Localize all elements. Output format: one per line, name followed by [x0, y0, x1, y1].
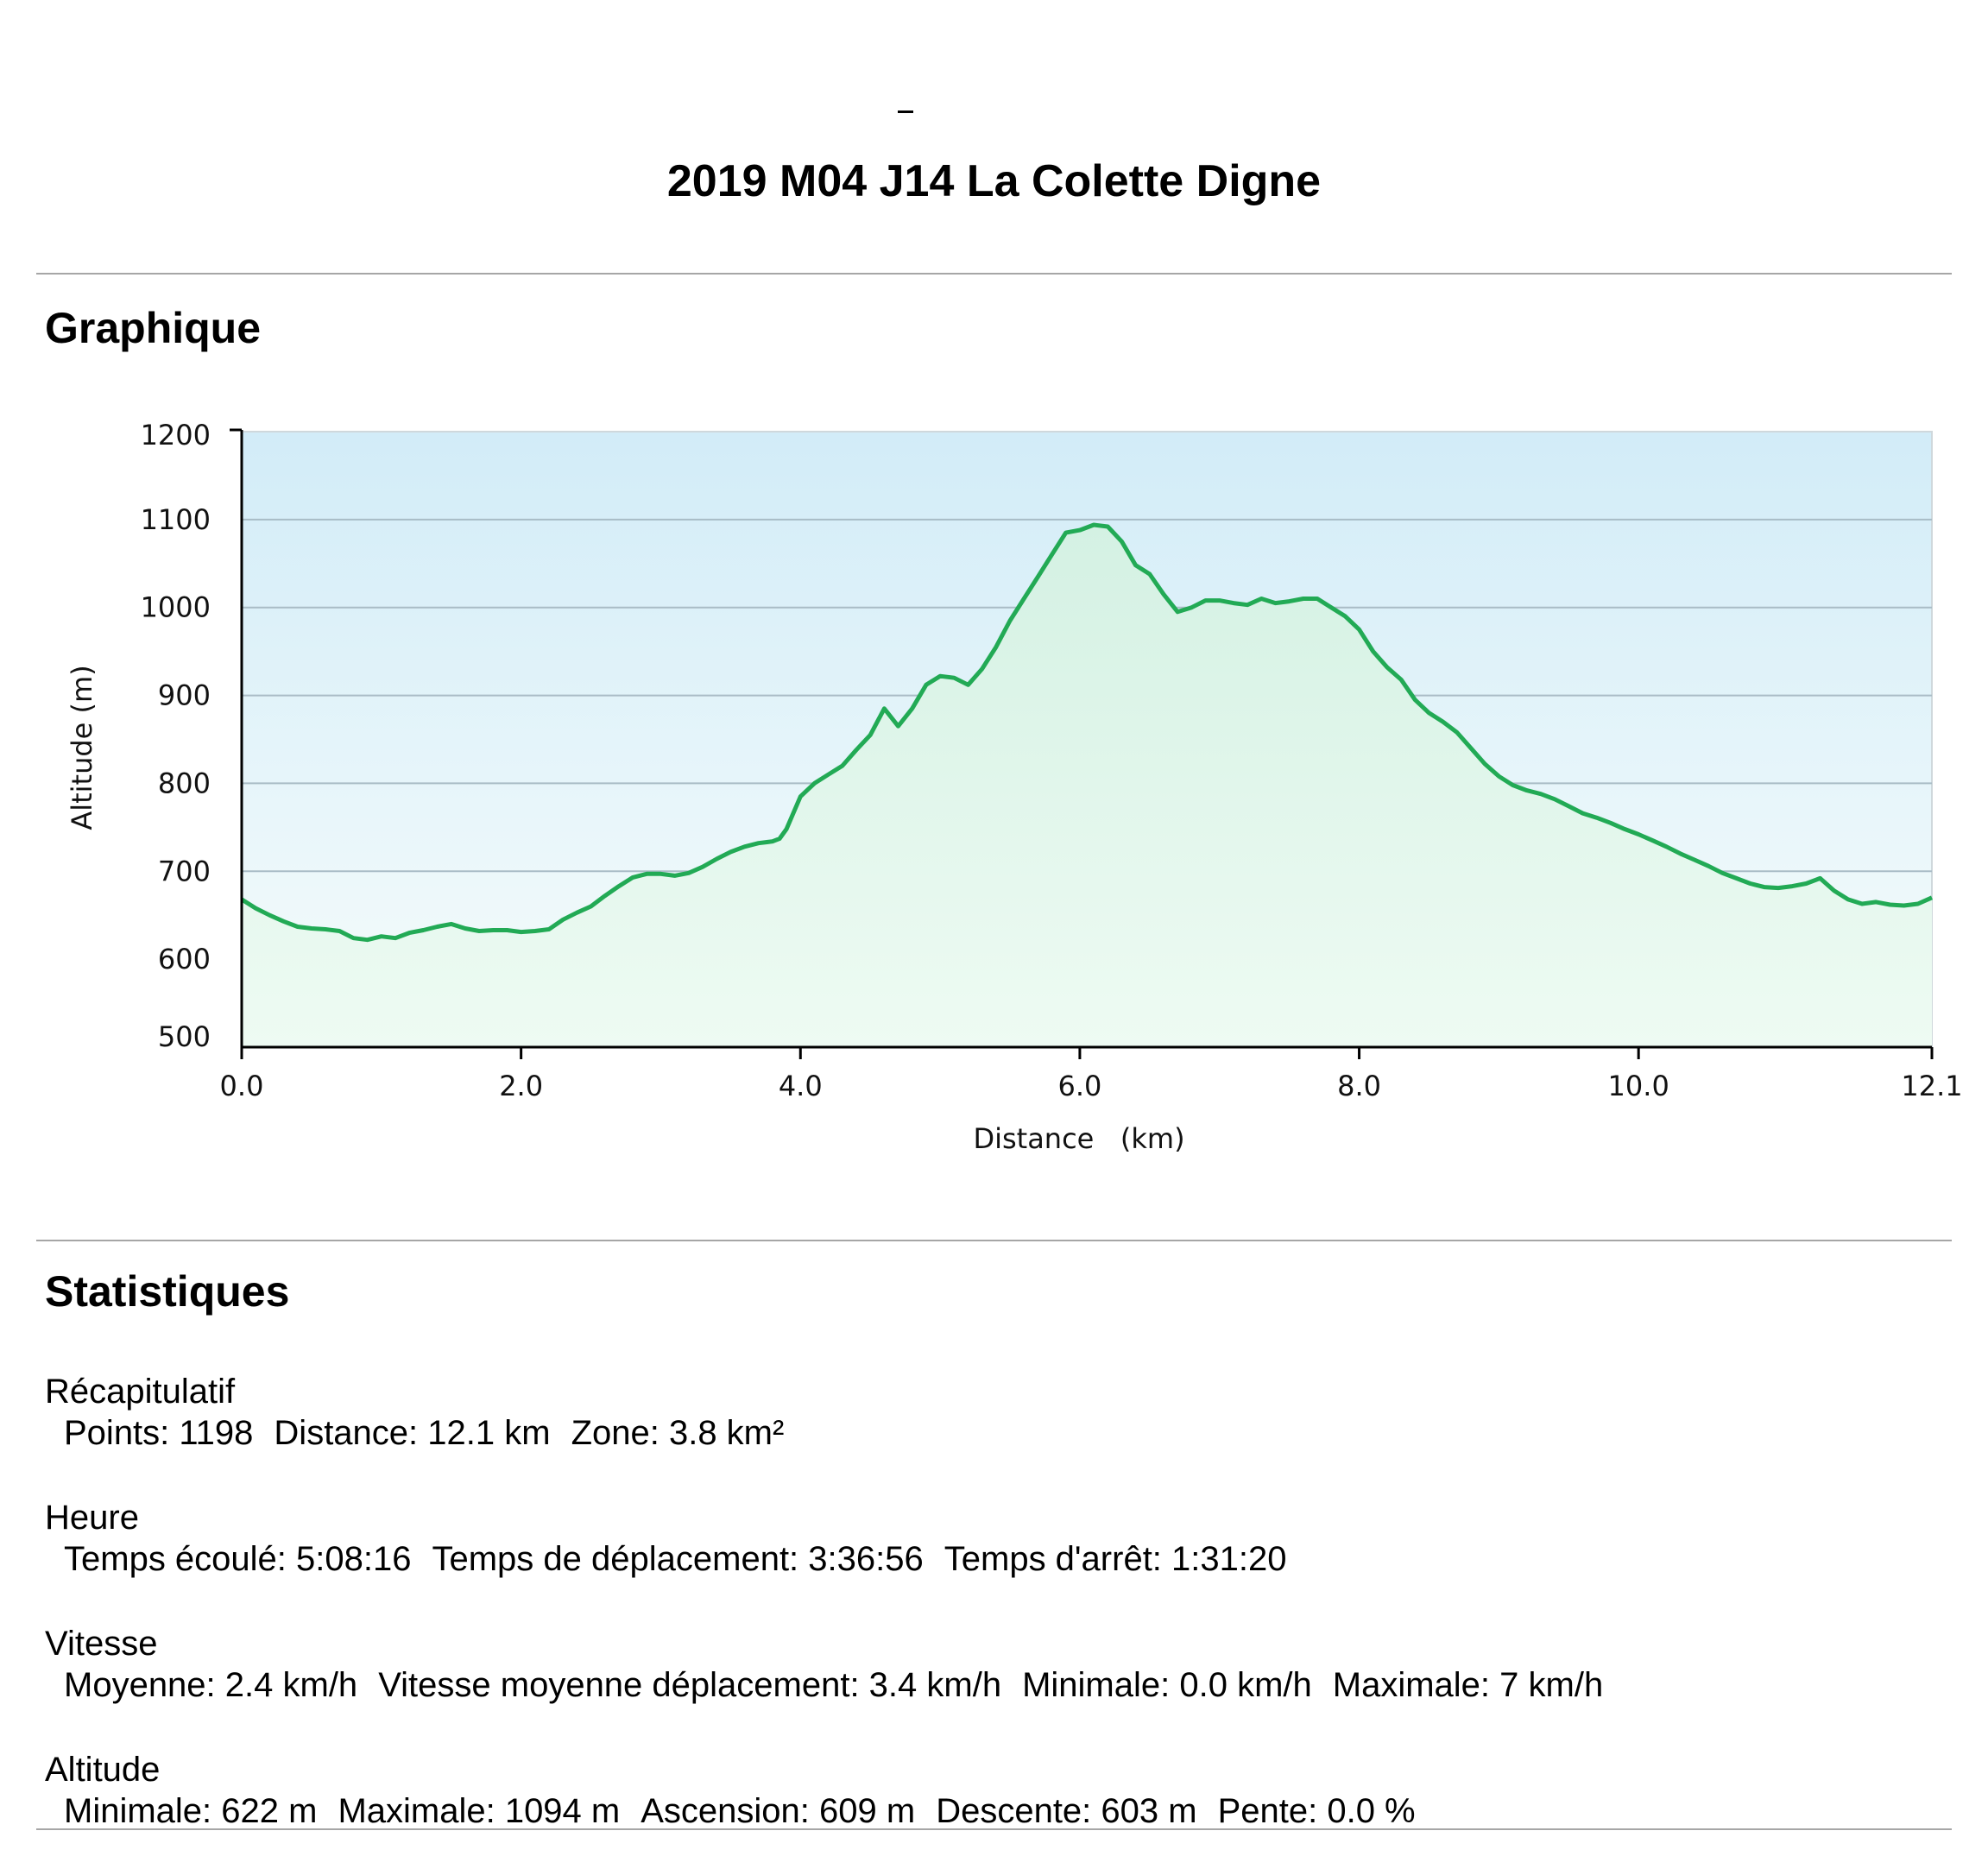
page-title: 2019 M04 J14 La Colette Digne [666, 156, 1322, 206]
stat-item: Maximale: 7 km/h [1332, 1666, 1604, 1704]
y-tick-label: 1100 [141, 503, 211, 536]
x-tick-label: 10.0 [1608, 1070, 1669, 1102]
x-tick-label: 2.0 [499, 1070, 543, 1102]
y-tick-label: 700 [158, 855, 211, 887]
stat-heading: Altitude [45, 1751, 161, 1789]
x-tick-label: 12.1 [1901, 1070, 1962, 1102]
stat-line: Points: 1198 Distance: 12.1 km Zone: 3.8 k… [45, 1412, 1624, 1454]
stat-group: Altitude Minimale: 622 m Maximale: 1094 m A… [45, 1749, 1624, 1875]
stat-heading: Heure [45, 1499, 139, 1537]
stat-item: Descente: 603 m [936, 1792, 1197, 1830]
stat-item: Pente: 0.0 % [1217, 1792, 1416, 1830]
elevation-line [240, 522, 1934, 943]
y-axis-ticks: 500 600 700 800 900 1000 1100 1200 [141, 419, 242, 1053]
header-dash [898, 110, 913, 113]
stat-item: Minimale: 622 m [64, 1792, 318, 1830]
y-tick-label: 600 [158, 943, 211, 975]
stat-item: Points: 1198 [64, 1414, 254, 1452]
statistics-list: Récapitulatif Points: 1198 Distance: 12.1 … [45, 1371, 1624, 1875]
divider-bottom [36, 1828, 1952, 1830]
x-axis-ticks: 0.0 2.0 4.0 6.0 8.0 10.0 12.1 [220, 1047, 1963, 1102]
graph-section-title: Graphique [45, 304, 262, 352]
axes [240, 430, 1932, 1049]
stat-item: Temps écoulé: 5:08:16 [64, 1540, 412, 1578]
stat-item: Minimale: 0.0 km/h [1022, 1666, 1312, 1704]
divider-top [36, 273, 1952, 275]
stat-heading: Récapitulatif [45, 1373, 236, 1411]
elevation-area [242, 525, 1932, 1047]
x-axis-label: Distance (km) [973, 1122, 1184, 1155]
stat-line: Minimale: 622 m Maximale: 1094 m Ascension… [45, 1790, 1624, 1832]
stat-item: Temps d'arrêt: 1:31:20 [944, 1540, 1287, 1578]
stat-item: Distance: 12.1 km [274, 1414, 551, 1452]
y-tick-label: 800 [158, 767, 211, 799]
stat-group: Récapitulatif Points: 1198 Distance: 12.1 … [45, 1371, 1624, 1497]
y-axis-label: Altitude (m) [66, 665, 98, 830]
stat-item: Ascension: 609 m [641, 1792, 916, 1830]
x-tick-label: 0.0 [220, 1070, 264, 1102]
stat-item: Zone: 3.8 km² [571, 1414, 785, 1452]
x-tick-label: 4.0 [779, 1070, 823, 1102]
elevation-chart: 500 600 700 800 900 1000 1100 1200 0.0 2.0 4.0 6.0… [66, 419, 1963, 1155]
y-tick-label: 500 [158, 1020, 211, 1053]
stats-section-title: Statistiques [45, 1267, 290, 1316]
stat-group: Heure Temps écoulé: 5:08:16 Temps de dépla… [45, 1497, 1624, 1623]
stat-item: Moyenne: 2.4 km/h [64, 1666, 358, 1704]
stat-heading: Vitesse [45, 1625, 158, 1663]
stat-item: Temps de déplacement: 3:36:56 [432, 1540, 924, 1578]
y-tick-label: 900 [158, 679, 211, 712]
x-tick-label: 6.0 [1057, 1070, 1101, 1102]
stat-group: Vitesse Moyenne: 2.4 km/h Vitesse moyenne … [45, 1623, 1624, 1749]
stat-line: Moyenne: 2.4 km/h Vitesse moyenne déplace… [45, 1664, 1624, 1706]
y-tick-label: 1000 [141, 591, 211, 624]
stat-item: Vitesse moyenne déplacement: 3.4 km/h [378, 1666, 1002, 1704]
x-tick-label: 8.0 [1337, 1070, 1381, 1102]
stat-line: Temps écoulé: 5:08:16 Temps de déplacemen… [45, 1538, 1624, 1580]
y-tick-label: 1200 [141, 419, 211, 451]
stat-item: Maximale: 1094 m [338, 1792, 621, 1830]
divider-middle [36, 1240, 1952, 1241]
